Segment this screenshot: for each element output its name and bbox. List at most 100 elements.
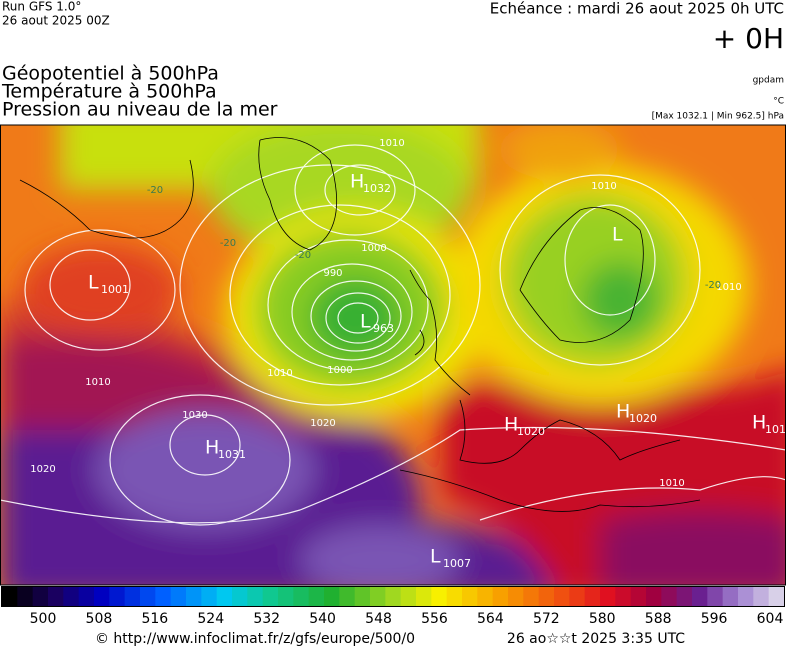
colorbar-cell: [554, 587, 570, 606]
isobar-label: 1010: [267, 368, 292, 379]
run-date: 26 aout 2025 00Z: [2, 14, 110, 28]
colorbar-cell: [615, 587, 632, 606]
colorbar-cell: [354, 587, 371, 606]
colorbar-cell: [216, 587, 233, 606]
colorbar-tick-label: 500: [30, 611, 57, 627]
colorbar-cell: [416, 587, 432, 606]
colorbar-tick-label: 588: [645, 611, 672, 627]
colorbar-cell: [584, 587, 601, 606]
colorbar-cell: [232, 587, 248, 606]
temperature-label: -20: [705, 280, 721, 291]
colorbar-cell: [738, 587, 754, 606]
colorbar-cell: [155, 587, 172, 606]
colorbar-cell: [339, 587, 356, 606]
timestamp: 26 ao☆☆t 2025 3:35 UTC: [507, 631, 685, 647]
colorbar-cell: [278, 587, 294, 606]
isobar-label: 1010: [85, 377, 110, 388]
temperature-label: -20: [147, 185, 163, 196]
center-letter: H: [616, 401, 630, 423]
colorbar-tick-label: 532: [253, 611, 280, 627]
legend-line: Pression au niveau de la mer: [2, 99, 278, 121]
legend-line: Température à 500hPa: [1, 81, 217, 103]
isobar-label: 1020: [30, 464, 55, 475]
colorbar-cell: [477, 587, 494, 606]
colorbar-cell: [431, 587, 448, 606]
center-value: 1007: [443, 557, 471, 570]
isobar-label: 1010: [716, 282, 741, 293]
center-letter: H: [504, 414, 518, 436]
center-letter: L: [430, 546, 441, 568]
colorbar-cell: [140, 587, 156, 606]
isobar-label: 1000: [361, 243, 386, 254]
isobar-label: 1030: [182, 410, 207, 421]
colorbar-cell: [247, 587, 264, 606]
colorbar-cell: [692, 587, 708, 606]
isobar-label: 990: [323, 268, 342, 279]
isobar-label: 1020: [310, 418, 335, 429]
colorbar-cell: [400, 587, 417, 606]
colorbar-cell: [508, 587, 524, 606]
colorbar-cell: [32, 587, 49, 606]
colorbar-cell: [753, 587, 770, 606]
colorbar-tick-label: 572: [533, 611, 560, 627]
center-letter: H: [752, 412, 766, 434]
isobar-label: 1010: [659, 478, 684, 489]
center-value: 1001: [101, 283, 129, 296]
colorbar-cell: [78, 587, 95, 606]
run-label: Run GFS 1.0°: [2, 0, 81, 14]
map-field: [0, 125, 786, 585]
colorbar-tick-label: 604: [757, 611, 784, 627]
colorbar-tick-label: 564: [477, 611, 504, 627]
center-value: 1019: [765, 423, 786, 436]
temperature-label: -20: [295, 250, 311, 261]
center-value: 963: [373, 322, 394, 335]
colorbar-tick-label: 524: [197, 611, 224, 627]
legend-unit: [Max 1032.1 | Min 962.5] hPa: [652, 112, 784, 122]
colorbar-cell: [676, 587, 693, 606]
colorbar-cell: [201, 587, 218, 606]
colorbar-cell: [308, 587, 325, 606]
center-letter: H: [350, 171, 364, 193]
colorbar-cell: [262, 587, 279, 606]
colorbar-cell: [492, 587, 509, 606]
colorbar-tick-label: 508: [86, 611, 113, 627]
colorbar-cell: [538, 587, 555, 606]
colorbar-tick-label: 540: [309, 611, 336, 627]
colorbar-cell: [661, 587, 678, 606]
colorbar-tick-label: 580: [589, 611, 616, 627]
colorbar-tick-label: 556: [421, 611, 448, 627]
center-letter: L: [612, 224, 623, 246]
colorbar-cell: [385, 587, 402, 606]
center-value: 1031: [218, 448, 246, 461]
echeance: Echéance : mardi 26 aout 2025 0h UTC: [490, 0, 784, 18]
temperature-label: -20: [220, 238, 236, 249]
colorbar-tick-label: 548: [365, 611, 392, 627]
colorbar-cell: [446, 587, 463, 606]
colorbar-tick-label: 596: [701, 611, 728, 627]
center-value: 1020: [517, 425, 545, 438]
center-letter: L: [360, 311, 371, 333]
colorbar-cell: [324, 587, 340, 606]
isobar-label: 1010: [379, 138, 404, 149]
center-letter: L: [88, 272, 99, 294]
colorbar-cell: [94, 587, 110, 606]
colorbar-cell: [707, 587, 724, 606]
colorbar-cell: [124, 587, 141, 606]
colorbar-cell: [48, 587, 64, 606]
colorbar-cell: [293, 587, 310, 606]
legend-line: Géopotentiel à 500hPa: [2, 63, 219, 85]
colorbar-cell: [170, 587, 187, 606]
colorbar-cell: [646, 587, 662, 606]
colorbar-cell: [186, 587, 202, 606]
legend-unit: °C: [773, 97, 784, 107]
center-letter: H: [205, 437, 219, 459]
offset: + 0H: [713, 22, 784, 55]
source: © http://www.infoclimat.fr/z/gfs/europe/…: [95, 631, 415, 647]
center-value: 1032: [363, 182, 391, 195]
colorbar-cell: [2, 587, 18, 606]
colorbar-cell: [600, 587, 616, 606]
isobar-label: 1000: [327, 365, 352, 376]
